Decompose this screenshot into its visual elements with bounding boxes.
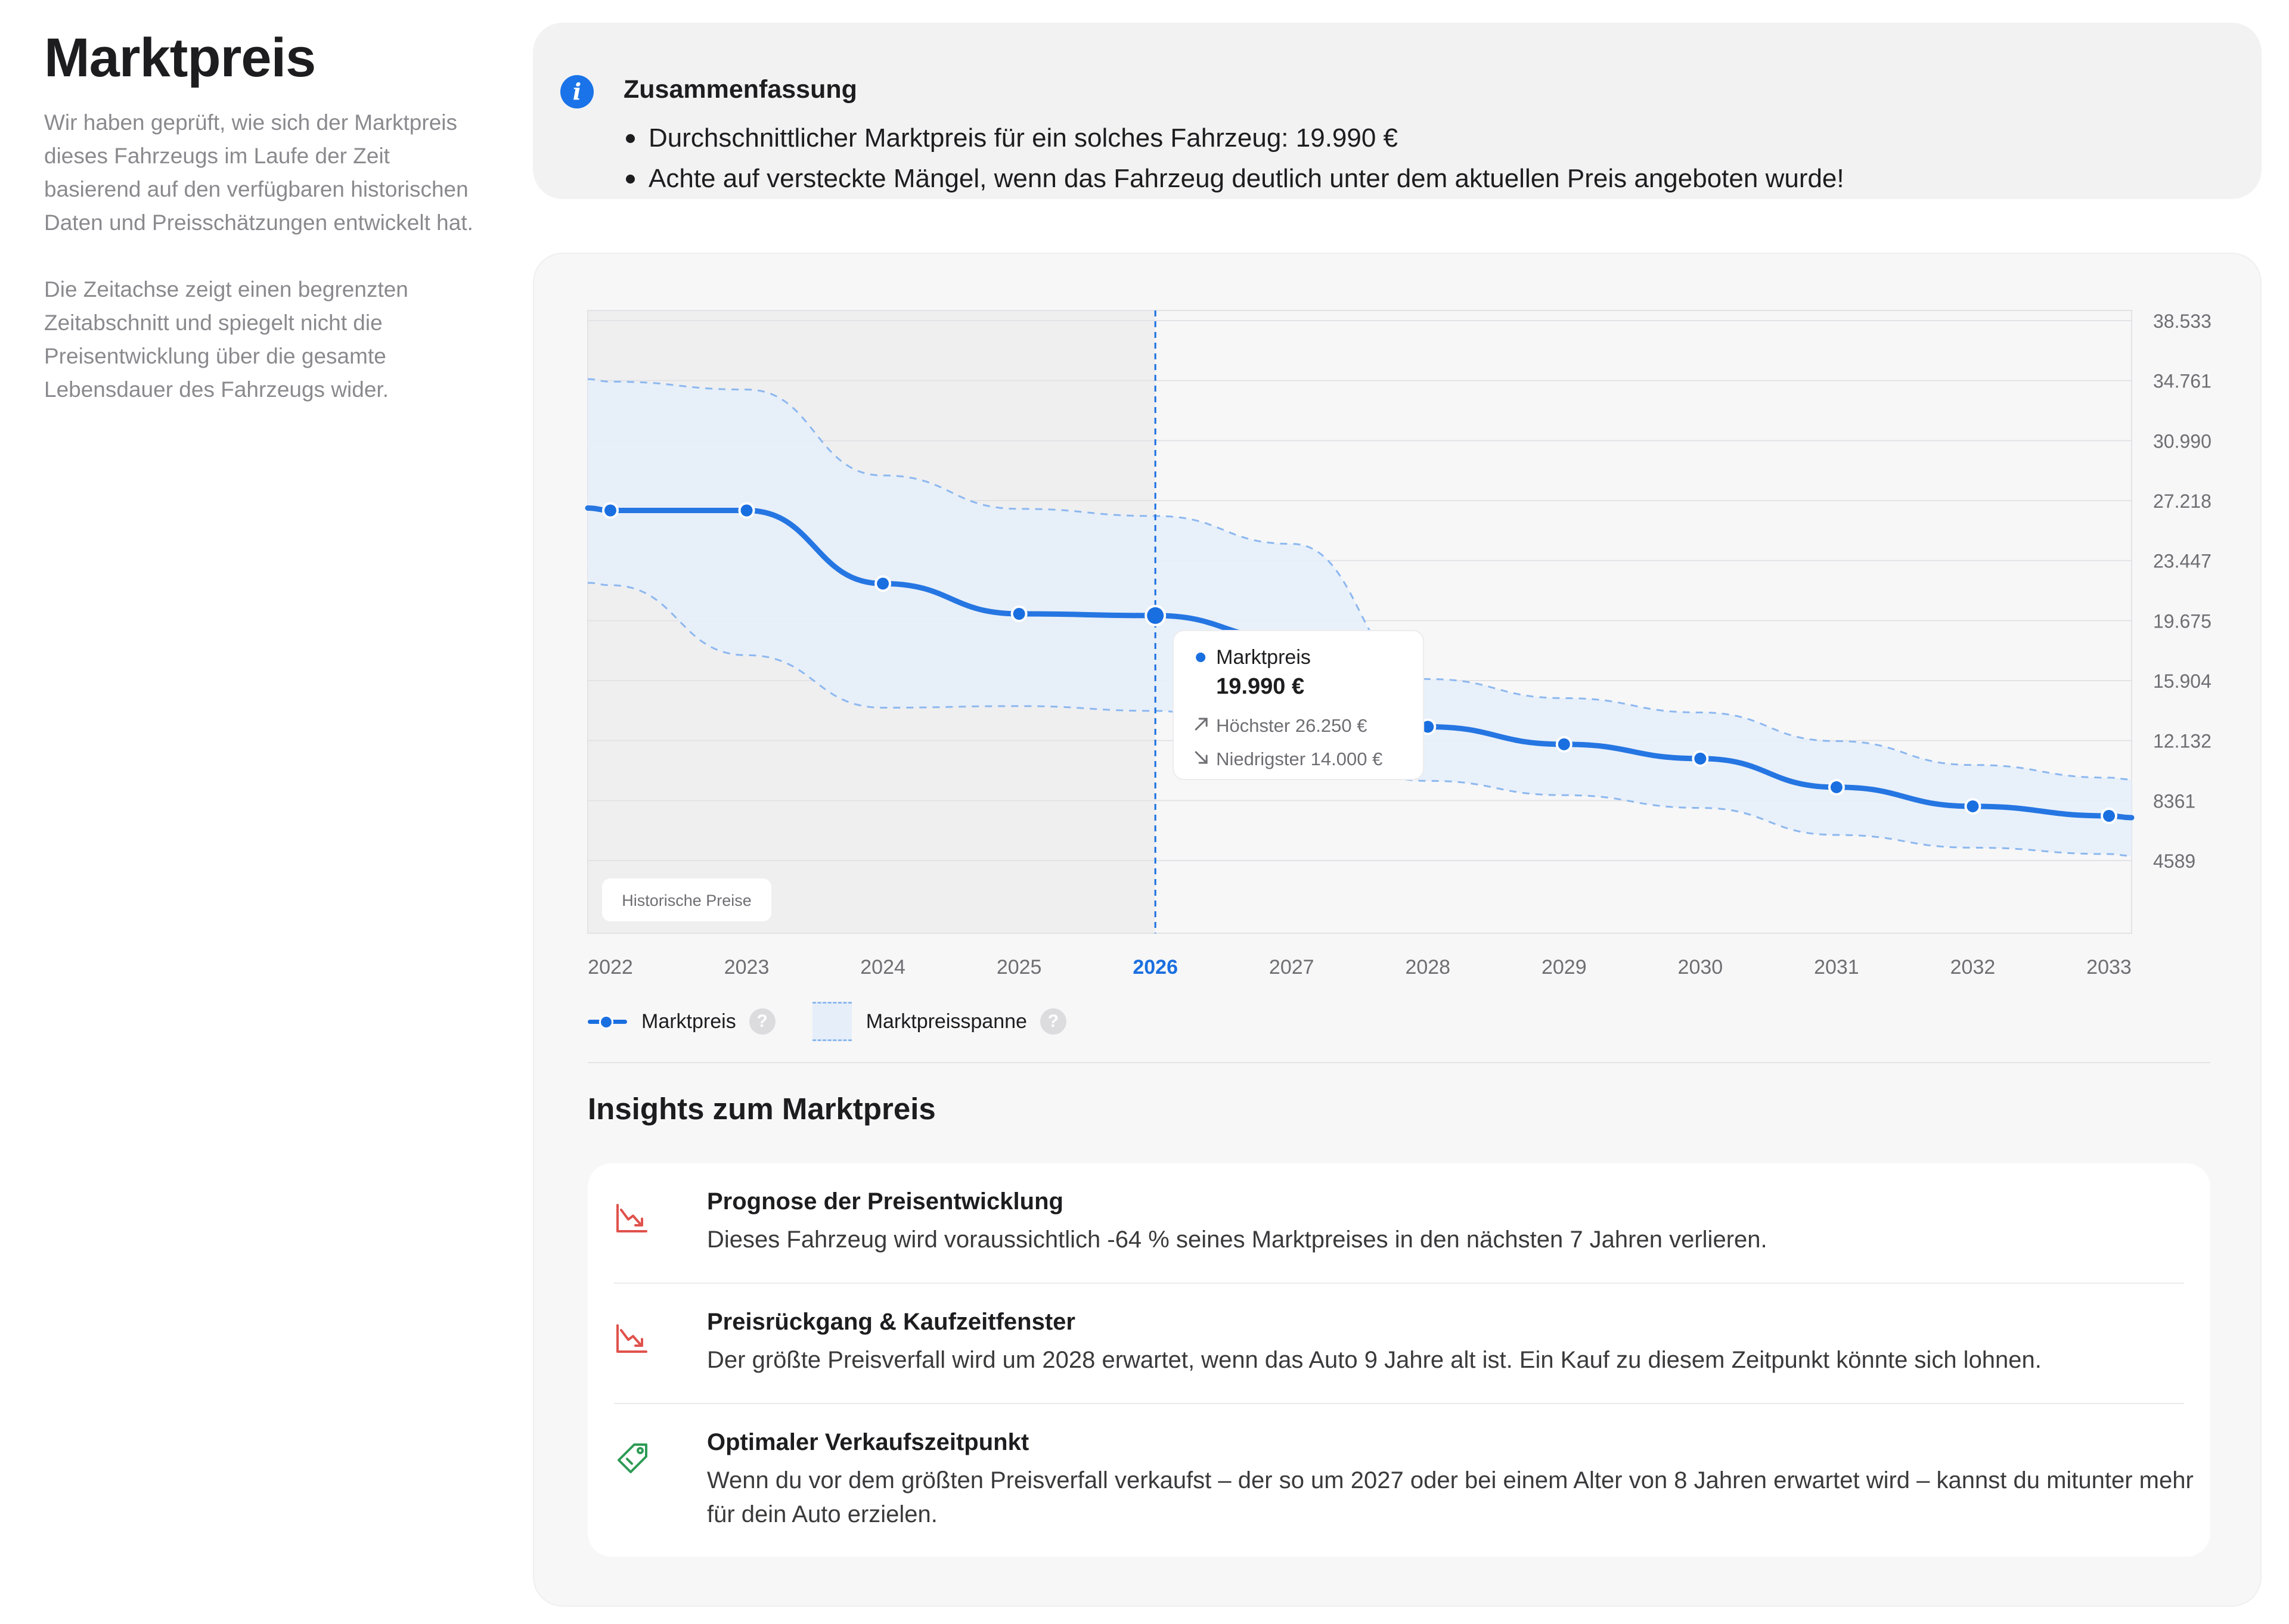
- insight-text: Wenn du vor dem größten Preisverfall ver…: [707, 1467, 2194, 1527]
- arrow-up-right-icon: [1195, 718, 1208, 731]
- insight-title: Prognose der Preisentwicklung: [707, 1188, 1063, 1215]
- y-tick-label: 34.761: [2153, 371, 2212, 392]
- data-point: [1147, 607, 1164, 624]
- historical-label-chip: [602, 878, 771, 921]
- legend-label: Marktpreisspanne: [866, 1010, 1027, 1033]
- x-tick-label: 2033: [2086, 956, 2132, 979]
- x-tick-label: 2030: [1678, 956, 1723, 979]
- tooltip-low-label: Niedrigster 14.000 €: [1216, 749, 1382, 769]
- y-tick-label: 12.132: [2153, 731, 2212, 752]
- insight-title: Optimaler Verkaufszeitpunkt: [707, 1429, 1029, 1455]
- question-icon[interactable]: ?: [1040, 1008, 1066, 1035]
- y-tick-label: 27.218: [2153, 490, 2212, 512]
- legend-line-symbol: [588, 1013, 627, 1030]
- legend-band-symbol: [812, 1002, 852, 1041]
- x-tick-label: 2023: [724, 956, 770, 979]
- price-range-upper: [587, 378, 2132, 781]
- summary-point: Durchschnittlicher Marktpreis für ein so…: [624, 118, 1844, 159]
- data-point: [1013, 607, 1025, 620]
- legend-item-marktpreisspanne[interactable]: Marktpreisspanne ?: [812, 1002, 1066, 1041]
- data-point: [2103, 809, 2115, 822]
- tooltip-value: 19.990 €: [1216, 674, 1304, 699]
- divider: [588, 1062, 2210, 1063]
- x-tick-label: 2031: [1814, 956, 1859, 979]
- x-tick-label: 2025: [997, 956, 1042, 979]
- tooltip-series-label: Marktpreis: [1216, 646, 1311, 669]
- trending-down-icon: [616, 1324, 647, 1353]
- tooltip-series-dot: [1196, 653, 1206, 662]
- x-tick-label: 2029: [1541, 956, 1587, 979]
- data-point: [1830, 781, 1843, 793]
- y-tick-label: 23.447: [2153, 551, 2212, 572]
- y-tick-label: 30.990: [2153, 430, 2212, 452]
- market-price-card: 38.533 34.761 30.990 27.218 23.447 19.675 15.9…: [533, 253, 2262, 1607]
- data-point: [740, 504, 753, 517]
- legend-item-marktpreis[interactable]: Marktpreis ?: [588, 1008, 776, 1035]
- y-tick-label: 19.675: [2153, 610, 2212, 632]
- trending-down-icon: [616, 1204, 647, 1232]
- data-point: [604, 504, 616, 517]
- tooltip-box: [1173, 630, 1425, 780]
- data-point: [1558, 738, 1570, 750]
- y-tick-label: 15.904: [2153, 670, 2212, 692]
- data-point: [1967, 800, 1979, 812]
- data-point: [1694, 752, 1707, 765]
- intro-section: Marktpreis Wir haben geprüft, wie sich d…: [44, 25, 473, 406]
- page-title: Marktpreis: [44, 27, 316, 88]
- historical-label: Historische Preise: [622, 892, 752, 909]
- x-tick-label: 2032: [1950, 956, 1996, 979]
- summary-title: Zusammenfassung: [624, 75, 857, 104]
- info-icon: i: [560, 75, 594, 108]
- price-range-band: [588, 379, 2132, 856]
- insight-text: Dieses Fahrzeug wird voraussichtlich -64…: [707, 1226, 1767, 1253]
- legend-label: Marktpreis: [641, 1010, 736, 1033]
- x-tick-label: 2026: [1133, 956, 1178, 979]
- x-tick-label: 2024: [860, 956, 905, 979]
- summary-list: Durchschnittlicher Marktpreis für ein so…: [624, 118, 1844, 199]
- price-tag-icon: [618, 1443, 647, 1473]
- market-price-chart[interactable]: 38.533 34.761 30.990 27.218 23.447 19.675 15.9…: [534, 254, 2263, 993]
- tooltip-high-label: Höchster 26.250 €: [1216, 715, 1367, 736]
- x-tick-label: 2022: [588, 956, 633, 979]
- description-paragraph: Die Zeitachse zeigt einen begrenzten Zei…: [44, 277, 408, 402]
- page-description: Wir haben geprüft, wie sich der Marktpre…: [44, 106, 473, 406]
- summary-card: i Zusammenfassung Durchschnittlicher Mar…: [533, 23, 2262, 199]
- x-tick-label: 2028: [1405, 956, 1450, 979]
- data-point: [1422, 721, 1434, 733]
- arrow-down-right-icon: [1195, 751, 1208, 764]
- insights-title: Insights zum Marktpreis: [588, 1092, 936, 1126]
- insight-divider: [614, 1283, 2184, 1284]
- y-tick-label: 38.533: [2153, 310, 2212, 332]
- x-tick-label: 2027: [1269, 956, 1314, 979]
- chart-legend: Marktpreis ? Marktpreisspanne ?: [588, 998, 1103, 1045]
- summary-point: Achte auf versteckte Mängel, wenn das Fa…: [624, 159, 1844, 199]
- description-paragraph: Wir haben geprüft, wie sich der Marktpre…: [44, 110, 473, 235]
- question-icon[interactable]: ?: [749, 1008, 776, 1035]
- y-tick-label: 8361: [2153, 790, 2195, 812]
- y-tick-label: 4589: [2153, 850, 2195, 872]
- insights-list: Prognose der Preisentwicklung Dieses Fah…: [588, 1163, 2210, 1557]
- insight-title: Preisrückgang & Kaufzeitfenster: [707, 1309, 1075, 1335]
- price-range-lower: [587, 582, 2132, 857]
- data-point: [877, 577, 889, 590]
- insight-divider: [614, 1403, 2184, 1404]
- insight-text: Der größte Preisverfall wird um 2028 erw…: [707, 1347, 2042, 1373]
